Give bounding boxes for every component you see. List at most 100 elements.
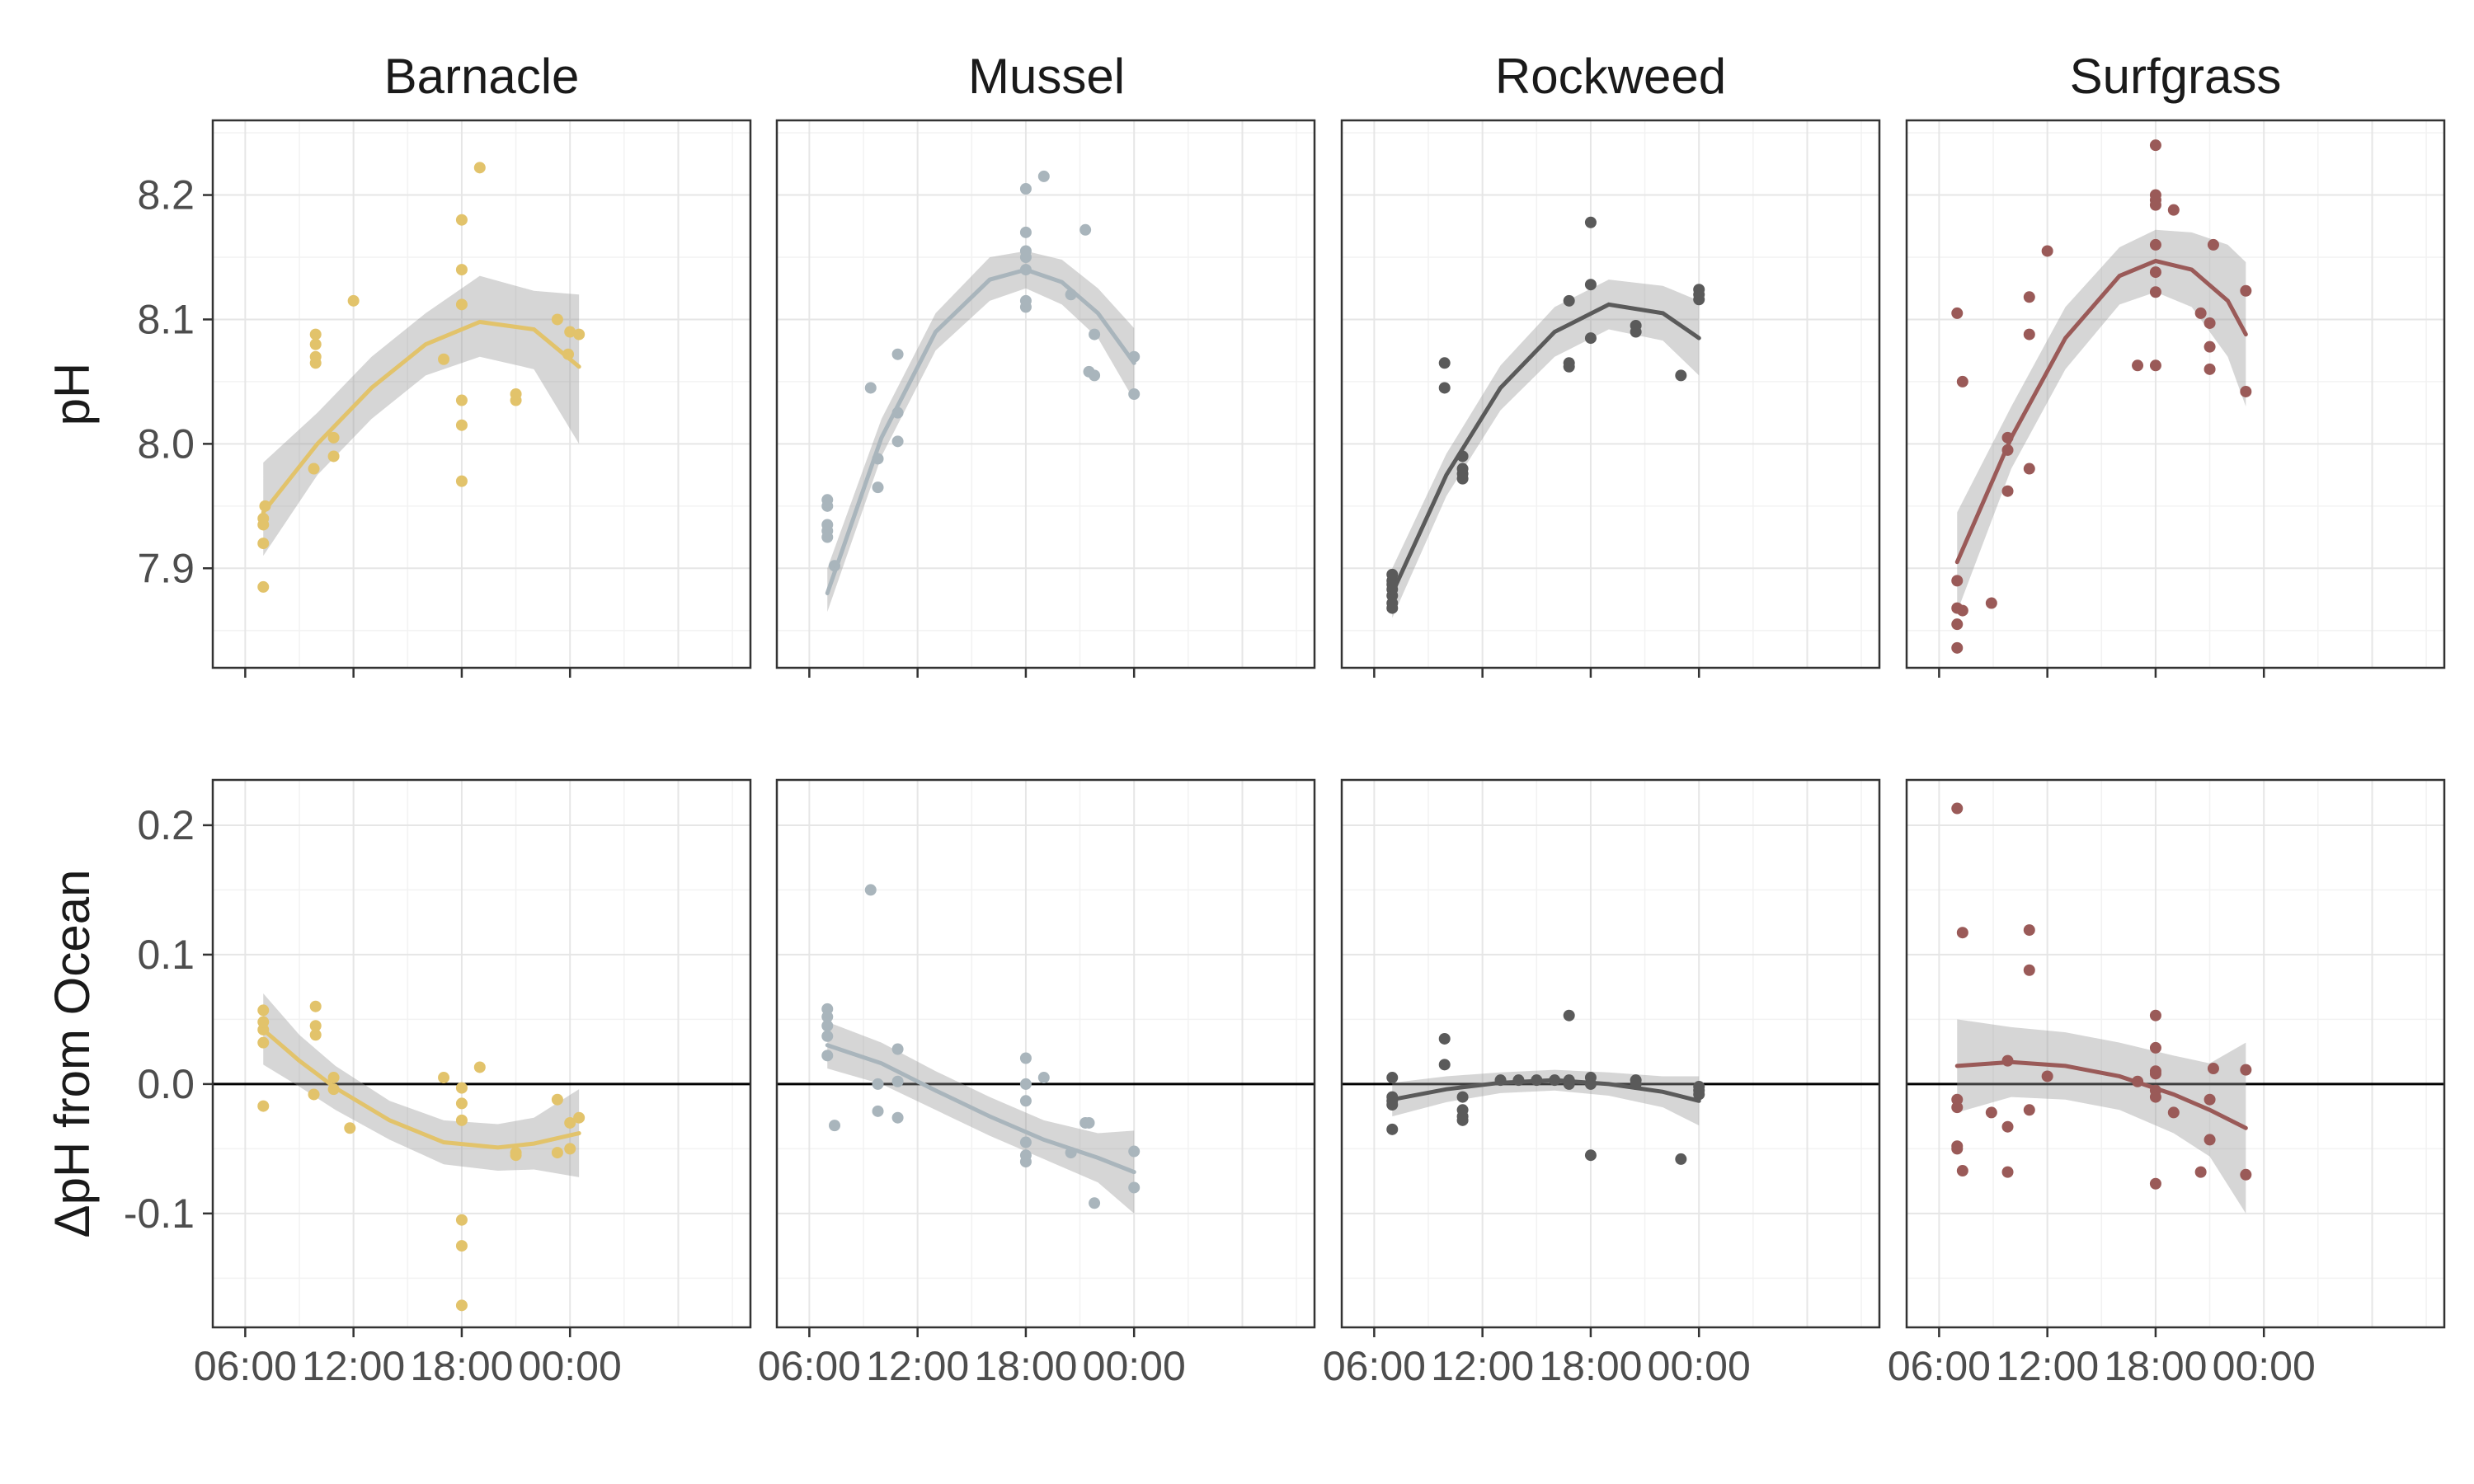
data-point bbox=[2023, 964, 2035, 976]
panel-mussel-ph bbox=[775, 119, 1316, 678]
fit-line bbox=[1390, 1078, 1701, 1103]
panel-background bbox=[213, 120, 750, 668]
y-tick-label: 0.2 bbox=[137, 802, 195, 848]
data-point bbox=[327, 450, 340, 463]
data-point bbox=[1951, 1101, 1964, 1114]
panel-border bbox=[1905, 778, 2446, 1329]
data-point bbox=[864, 884, 877, 896]
data-point bbox=[1019, 1156, 1032, 1168]
data-point bbox=[2240, 1168, 2252, 1181]
data-point bbox=[872, 481, 884, 494]
data-point bbox=[257, 1036, 270, 1049]
y-tick-label: 0.1 bbox=[137, 932, 195, 978]
panel-border bbox=[1340, 119, 1881, 669]
data-point bbox=[309, 328, 322, 340]
data-point bbox=[821, 1020, 834, 1032]
data-point bbox=[257, 1100, 270, 1112]
data-point bbox=[573, 328, 586, 340]
data-point bbox=[1019, 294, 1032, 307]
data-point bbox=[2240, 1064, 2252, 1076]
data-point bbox=[1386, 1123, 1399, 1135]
data-point bbox=[510, 388, 522, 400]
data-point bbox=[2207, 238, 2219, 251]
data-point bbox=[1956, 927, 1968, 939]
data-point bbox=[2001, 485, 2014, 497]
panel-barnacle-ph: 7.9 8.0 8.1 8.2 bbox=[137, 119, 752, 678]
data-point bbox=[257, 538, 270, 550]
data-point bbox=[455, 394, 468, 406]
data-point bbox=[308, 463, 320, 475]
panel-surfgrass-ph bbox=[1905, 119, 2446, 678]
data-point bbox=[1563, 294, 1575, 307]
data-point bbox=[564, 1116, 576, 1129]
fit-line bbox=[1954, 258, 2248, 565]
data-point bbox=[1019, 1095, 1032, 1107]
data-point bbox=[455, 1299, 468, 1312]
data-point bbox=[2041, 245, 2053, 257]
panel-border bbox=[211, 778, 752, 1329]
data-point bbox=[344, 1122, 356, 1134]
data-point bbox=[1089, 1197, 1101, 1209]
confidence-band bbox=[827, 1021, 1135, 1214]
data-point bbox=[2149, 1177, 2161, 1190]
panel-background bbox=[1342, 120, 1879, 668]
row-label-ph: pH bbox=[45, 363, 100, 426]
data-point bbox=[551, 1147, 563, 1159]
data-point bbox=[2204, 317, 2216, 329]
data-point bbox=[1693, 284, 1705, 296]
x-tick-label: 12:00 bbox=[1996, 1343, 2099, 1389]
data-point bbox=[1456, 463, 1469, 475]
confidence-band bbox=[263, 993, 580, 1177]
data-point bbox=[2041, 1070, 2053, 1082]
y-tick-label: 7.9 bbox=[137, 545, 195, 591]
data-point bbox=[1563, 1009, 1575, 1021]
fit-line bbox=[1954, 1059, 2248, 1130]
data-point bbox=[1438, 382, 1451, 394]
data-point bbox=[2167, 204, 2180, 216]
fit-line bbox=[1390, 302, 1701, 595]
x-tick-label: 06:00 bbox=[758, 1343, 861, 1389]
data-point bbox=[455, 1082, 468, 1094]
x-tick-label: 12:00 bbox=[1431, 1343, 1534, 1389]
data-point bbox=[2149, 189, 2161, 201]
data-point bbox=[1019, 1078, 1032, 1090]
data-point bbox=[257, 512, 270, 524]
data-point bbox=[1128, 1145, 1141, 1158]
data-point bbox=[309, 1029, 322, 1041]
data-point bbox=[1985, 597, 1997, 609]
data-point bbox=[455, 1114, 468, 1126]
data-point bbox=[1128, 1181, 1141, 1194]
data-point bbox=[2167, 1106, 2180, 1119]
data-point bbox=[309, 350, 322, 363]
confidence-band bbox=[1957, 229, 2246, 613]
data-point bbox=[1584, 279, 1597, 291]
data-point bbox=[821, 1030, 834, 1042]
data-point bbox=[2023, 328, 2035, 340]
fit-line bbox=[261, 319, 581, 514]
data-point bbox=[551, 313, 563, 326]
data-point bbox=[455, 298, 468, 311]
data-point bbox=[891, 1043, 904, 1055]
data-point bbox=[1128, 388, 1141, 400]
panel-barnacle-delta: 06:00 12:00 18:00 00:00 -0.1 0.0 0.1 0.2 bbox=[124, 778, 752, 1389]
data-point bbox=[2149, 1091, 2161, 1103]
data-point bbox=[2204, 1134, 2216, 1146]
data-point bbox=[309, 1000, 322, 1012]
x-tick-label: 18:00 bbox=[410, 1343, 513, 1389]
data-point bbox=[821, 1003, 834, 1015]
panel-rockweed-ph bbox=[1340, 119, 1881, 678]
x-tick-label: 18:00 bbox=[2104, 1343, 2207, 1389]
data-point bbox=[891, 435, 904, 448]
confidence-band bbox=[827, 251, 1135, 613]
data-point bbox=[455, 1097, 468, 1110]
panel-border bbox=[1905, 119, 2446, 669]
data-point bbox=[551, 1093, 563, 1106]
data-point bbox=[1956, 1165, 1968, 1177]
panel-border bbox=[211, 119, 752, 669]
data-point bbox=[821, 1050, 834, 1062]
x-tick-label: 06:00 bbox=[1888, 1343, 1991, 1389]
data-point bbox=[2204, 340, 2216, 353]
y-tick-label: 8.2 bbox=[137, 172, 195, 218]
data-point bbox=[473, 1061, 486, 1073]
